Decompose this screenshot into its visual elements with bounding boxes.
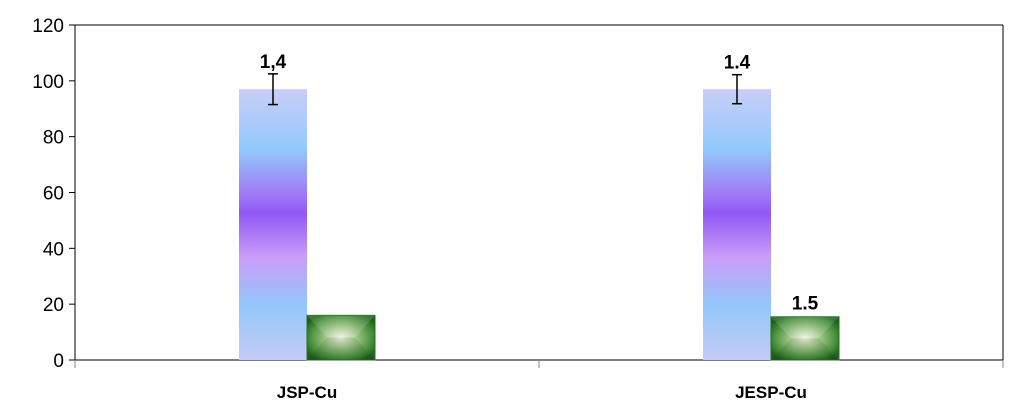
- x-category-label: JSP-Cu: [277, 383, 337, 402]
- bar-bevel-shadow: [771, 338, 839, 360]
- data-label: 1.5: [792, 294, 819, 315]
- y-tick-label: 120: [32, 16, 64, 37]
- y-tick-label: 20: [43, 295, 64, 316]
- y-axis: 0 20 40 60 80 100 120: [32, 16, 76, 372]
- y-tick-label: 100: [32, 72, 64, 93]
- bar-series-2: [306, 314, 376, 361]
- x-axis: JSP-Cu JESP-Cu: [74, 359, 1004, 402]
- y-tick-label: 40: [43, 239, 64, 260]
- bar-series-1: [703, 89, 771, 360]
- x-category-label: JESP-Cu: [735, 383, 807, 402]
- labels-group: 1,4 1.4 1.5: [260, 52, 819, 315]
- bar-bevel-highlight: [307, 315, 375, 338]
- data-label: 1,4: [260, 52, 287, 73]
- y-tick-label: 0: [53, 351, 64, 372]
- data-label: 1.4: [724, 53, 751, 74]
- plot-area: [75, 24, 1004, 360]
- bar-series-2: [770, 316, 840, 361]
- bars-group: [239, 73, 840, 361]
- bar-bevel-shadow: [307, 337, 375, 360]
- bar-bevel-highlight: [771, 316, 839, 339]
- y-tick-label: 80: [43, 128, 64, 149]
- bar-series-1: [239, 89, 307, 360]
- y-tick-label: 60: [43, 184, 64, 205]
